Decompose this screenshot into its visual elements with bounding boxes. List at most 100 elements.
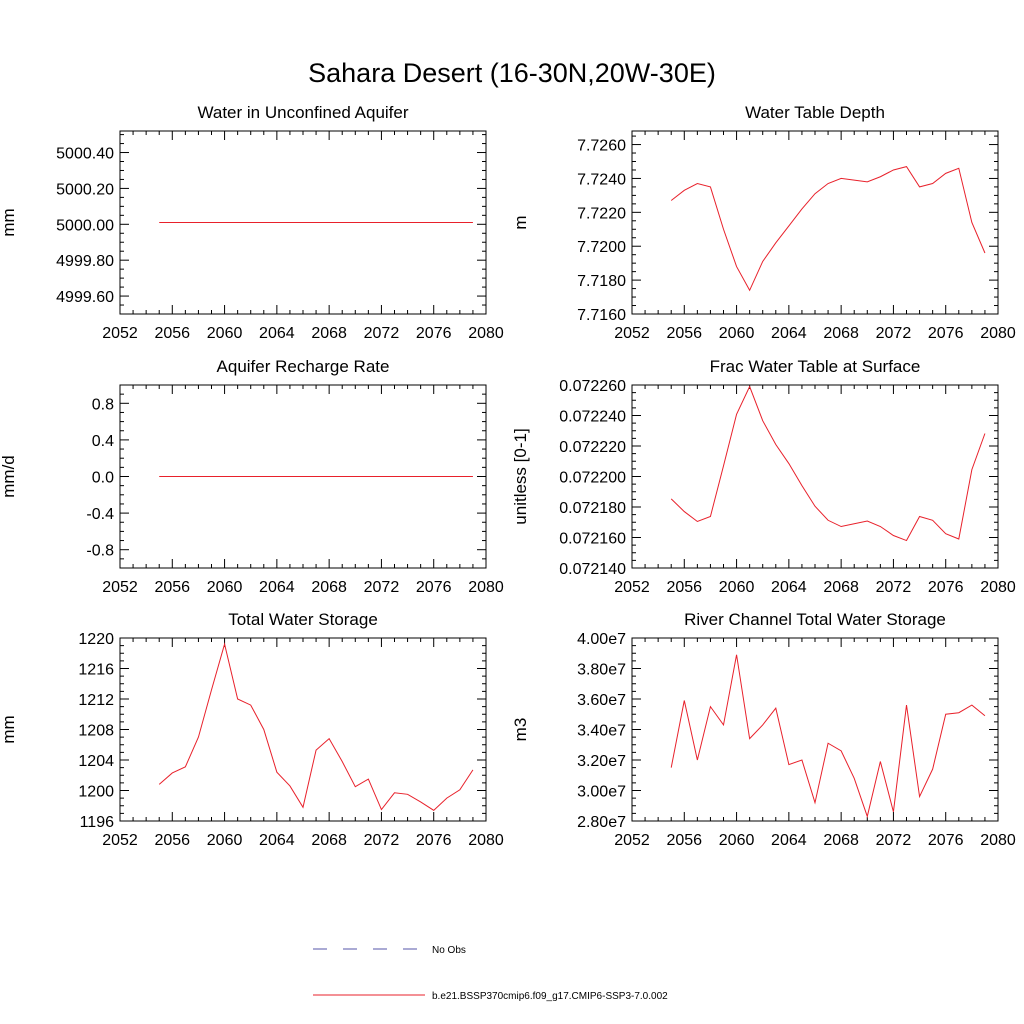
data-point xyxy=(158,783,161,786)
data-point xyxy=(341,760,344,763)
data-point xyxy=(419,800,422,803)
y-tick-label: 5000.20 xyxy=(56,181,114,198)
data-point xyxy=(827,519,830,522)
y-tick-label: 0.072200 xyxy=(559,470,626,487)
panel-title: Total Water Storage xyxy=(228,610,378,629)
x-tick-label: 2076 xyxy=(928,579,964,596)
series-line xyxy=(670,654,986,819)
data-point xyxy=(288,784,291,787)
data-point xyxy=(774,707,777,710)
panel-recharge-rate: Aquifer Recharge Rate mm/d 2052 2056 2060 206… xyxy=(0,357,504,596)
data-point xyxy=(432,221,435,224)
y-tick-label: 3.40e7 xyxy=(577,723,626,740)
y-tick-label: 3.60e7 xyxy=(577,692,626,709)
x-tick-label: 2072 xyxy=(876,325,912,342)
x-tick-label: 2068 xyxy=(311,579,347,596)
data-point xyxy=(171,475,174,478)
x-tick-label: 2072 xyxy=(364,832,400,849)
data-point xyxy=(931,519,934,522)
data-point xyxy=(354,475,357,478)
x-tick-label: 2064 xyxy=(771,832,807,849)
data-point xyxy=(380,221,383,224)
x-tick-label: 2068 xyxy=(823,579,859,596)
data-point xyxy=(827,742,830,745)
data-point xyxy=(866,815,869,818)
panel-aquifer-water: Water in Unconfined Aquifer mm 2052 2056 206… xyxy=(0,103,504,342)
y-tick-label: 4999.60 xyxy=(56,289,114,306)
x-tick-label: 2068 xyxy=(311,325,347,342)
data-point xyxy=(367,475,370,478)
x-tick-label: 2076 xyxy=(416,579,452,596)
data-point xyxy=(288,221,291,224)
y-tick-label: 4.00e7 xyxy=(577,631,626,648)
panel-total-water-storage: Total Water Storage mm 2052 2056 2060 2064 206… xyxy=(0,610,504,849)
x-tick-label: 2076 xyxy=(928,325,964,342)
y-tick-label: 7.7180 xyxy=(577,273,626,290)
data-point xyxy=(262,475,265,478)
data-point xyxy=(814,192,817,195)
data-point xyxy=(840,177,843,180)
x-tick-label: 2060 xyxy=(719,579,755,596)
legend: No Obs b.e21.BSSP370cmip6.f09_g17.CMIP6-… xyxy=(313,945,668,1002)
x-tick-label: 2072 xyxy=(876,579,912,596)
y-tick-label: 7.7240 xyxy=(577,171,626,188)
data-point xyxy=(722,228,725,231)
data-point xyxy=(761,419,764,422)
x-tick-label: 2052 xyxy=(102,832,138,849)
data-point xyxy=(787,462,790,465)
data-point xyxy=(236,221,239,224)
x-tick-label: 2052 xyxy=(614,325,650,342)
panel-title: Water Table Depth xyxy=(745,103,885,122)
x-tick-label: 2052 xyxy=(102,325,138,342)
data-point xyxy=(853,777,856,780)
x-tick-label: 2064 xyxy=(259,832,295,849)
x-tick-label: 2076 xyxy=(928,832,964,849)
data-point xyxy=(328,737,331,740)
data-point xyxy=(171,221,174,224)
y-axis-label: unitless [0-1] xyxy=(511,428,530,524)
data-point xyxy=(944,713,947,716)
data-point xyxy=(800,484,803,487)
x-tick-label: 2064 xyxy=(771,579,807,596)
data-point xyxy=(696,759,699,762)
y-tick-label: 5000.40 xyxy=(56,146,114,163)
y-axis-label: m xyxy=(511,215,530,229)
x-tick-label: 2080 xyxy=(980,832,1016,849)
data-point xyxy=(445,797,448,800)
data-point xyxy=(892,534,895,537)
panel-water-table-depth: Water Table Depth m 2052 2056 2060 2064 2068 20… xyxy=(511,103,1016,342)
data-point xyxy=(787,224,790,227)
y-tick-label: 1204 xyxy=(78,753,114,770)
data-point xyxy=(879,760,882,763)
data-point xyxy=(748,385,751,388)
x-tick-label: 2064 xyxy=(771,325,807,342)
x-tick-label: 2056 xyxy=(666,325,702,342)
data-point xyxy=(275,475,278,478)
data-point xyxy=(905,539,908,542)
x-tick-label: 2060 xyxy=(719,832,755,849)
y-axis-label: mm xyxy=(0,208,18,236)
data-point xyxy=(393,475,396,478)
data-point xyxy=(814,505,817,508)
data-point xyxy=(840,525,843,528)
data-point xyxy=(983,432,986,435)
data-point xyxy=(918,795,921,798)
data-point xyxy=(905,704,908,707)
x-tick-label: 2076 xyxy=(416,325,452,342)
x-tick-label: 2080 xyxy=(468,832,504,849)
data-point xyxy=(380,808,383,811)
plot-frame xyxy=(119,637,487,822)
y-tick-label: 0.8 xyxy=(92,396,114,413)
data-point xyxy=(709,705,712,708)
data-point xyxy=(471,221,474,224)
y-tick-label: 3.00e7 xyxy=(577,784,626,801)
data-point xyxy=(774,241,777,244)
data-point xyxy=(315,221,318,224)
y-axis-label: mm xyxy=(0,715,18,743)
data-point xyxy=(445,221,448,224)
y-tick-label: 7.7260 xyxy=(577,138,626,155)
plot-frame xyxy=(631,384,999,569)
data-point xyxy=(696,182,699,185)
